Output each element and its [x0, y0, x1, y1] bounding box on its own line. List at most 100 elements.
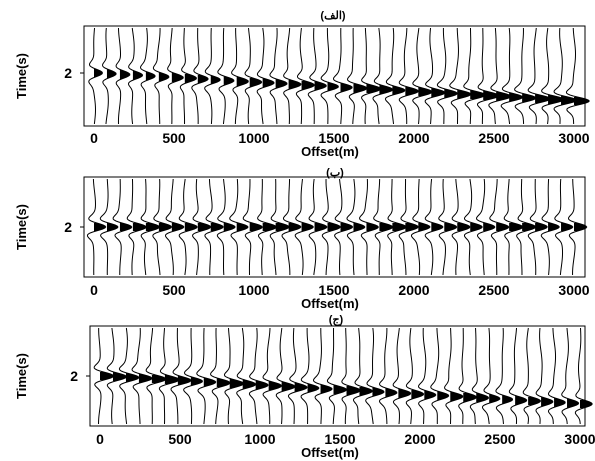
wiggle-fill — [580, 400, 593, 408]
wiggle-fill — [319, 384, 333, 393]
wiggle-fill — [275, 223, 290, 231]
wiggle-fill — [281, 382, 295, 391]
wiggle-trace — [398, 27, 420, 125]
wiggle-fill — [353, 223, 365, 231]
x-tick-label: 1000 — [238, 282, 269, 298]
wiggle-trace — [287, 327, 308, 425]
x-tick-label: 2000 — [404, 431, 435, 447]
wiggle-fill — [346, 386, 361, 395]
wiggle-fill — [548, 95, 564, 104]
wiggle-fill — [249, 78, 262, 87]
panel-title: (الف) — [320, 10, 345, 22]
plot-frame — [83, 25, 586, 127]
wiggle-fill — [535, 223, 548, 231]
wiggle-fill — [431, 223, 443, 231]
wiggle-trace — [256, 27, 275, 125]
wiggle-fill — [164, 375, 180, 384]
wiggle-trace — [236, 327, 257, 425]
x-tick-label: 2500 — [478, 130, 509, 146]
wiggle-trace — [430, 327, 450, 425]
wiggle-trace — [527, 27, 551, 125]
y-tick-label: 2 — [64, 219, 72, 235]
wiggle-fill — [119, 223, 132, 231]
wiggle-trace — [412, 27, 433, 125]
wiggle-fill — [561, 223, 573, 231]
wiggle-fill — [437, 391, 449, 400]
x-tick-label: 2500 — [484, 431, 515, 447]
wiggle-fill — [145, 223, 160, 231]
wiggle-trace — [458, 327, 478, 425]
wiggle-trace — [210, 327, 231, 425]
wiggle-fill — [132, 71, 143, 80]
x-tick-label: 2500 — [478, 282, 509, 298]
x-tick-label: 1500 — [318, 130, 349, 146]
wiggle-trace — [283, 27, 302, 125]
wiggle-fill — [522, 223, 536, 231]
wiggle-fill — [411, 390, 424, 399]
wiggle-fill — [385, 388, 397, 397]
x-tick-label: 2000 — [398, 130, 429, 146]
wiggle-fill — [288, 80, 301, 89]
wiggle-trace — [231, 27, 249, 125]
wiggle-fill — [210, 223, 224, 231]
wiggle-fill — [301, 223, 314, 231]
wiggle-trace — [561, 327, 580, 425]
wiggle-trace — [332, 27, 353, 125]
wiggle-trace — [196, 327, 217, 425]
x-tick-label: 0 — [96, 431, 104, 447]
wiggle-fill — [301, 81, 315, 90]
wiggle-trace — [361, 27, 382, 125]
wiggle-trace — [565, 27, 590, 125]
wiggle-fill — [561, 96, 577, 105]
wiggle-fill — [275, 79, 287, 88]
wiggle-fill — [359, 387, 373, 396]
wiggle-fill — [171, 73, 184, 82]
wiggle-fill — [119, 70, 130, 79]
wiggle-fill — [340, 83, 353, 92]
y-axis-label: Time(s) — [14, 53, 29, 99]
wiggle-trace — [449, 27, 472, 125]
wiggle-fill — [171, 223, 184, 231]
wiggle-trace — [320, 28, 339, 125]
wiggle-fill — [392, 86, 405, 95]
wiggle-fill — [457, 223, 470, 231]
wiggle-traces — [93, 327, 593, 425]
wiggle-trace — [365, 327, 385, 425]
x-axis-label: Offset(m) — [301, 144, 359, 159]
wiggle-fill — [288, 223, 301, 231]
wiggle-trace — [269, 27, 288, 125]
wiggle-fill — [366, 84, 381, 93]
wiggle-trace — [514, 27, 537, 125]
wiggle-trace — [223, 327, 245, 425]
wiggle-trace — [326, 327, 348, 425]
wiggle-fill — [444, 223, 457, 231]
wiggle-fill — [405, 87, 419, 96]
wiggle-trace — [341, 327, 361, 425]
wiggle-fill — [423, 390, 436, 399]
wiggle-fill — [223, 223, 236, 231]
wiggle-fill — [151, 375, 167, 383]
wiggle-fill — [236, 223, 249, 231]
wiggle-fill — [392, 223, 407, 231]
wiggle-fill — [262, 78, 275, 87]
wiggle-fill — [508, 93, 523, 102]
wiggle-trace — [508, 327, 528, 425]
wiggle-fill — [216, 378, 231, 387]
wiggle-fill — [145, 72, 156, 80]
wiggle-fill — [236, 77, 249, 86]
x-tick-label: 500 — [168, 431, 192, 447]
wiggle-fill — [100, 372, 114, 380]
x-tick-label: 0 — [90, 130, 98, 146]
wiggle-fill — [470, 90, 486, 99]
wiggle-trace — [476, 27, 500, 125]
wiggle-fill — [196, 75, 209, 84]
wiggle-trace — [307, 27, 327, 125]
wiggle-fill — [509, 223, 523, 231]
wiggle-fill — [306, 384, 319, 393]
wiggle-trace — [500, 27, 524, 125]
y-axis-label: Time(s) — [14, 204, 29, 250]
wiggle-fill — [203, 378, 216, 387]
wiggle-trace — [347, 27, 368, 125]
wiggle-fill — [379, 223, 393, 231]
wiggle-fill — [314, 81, 327, 90]
